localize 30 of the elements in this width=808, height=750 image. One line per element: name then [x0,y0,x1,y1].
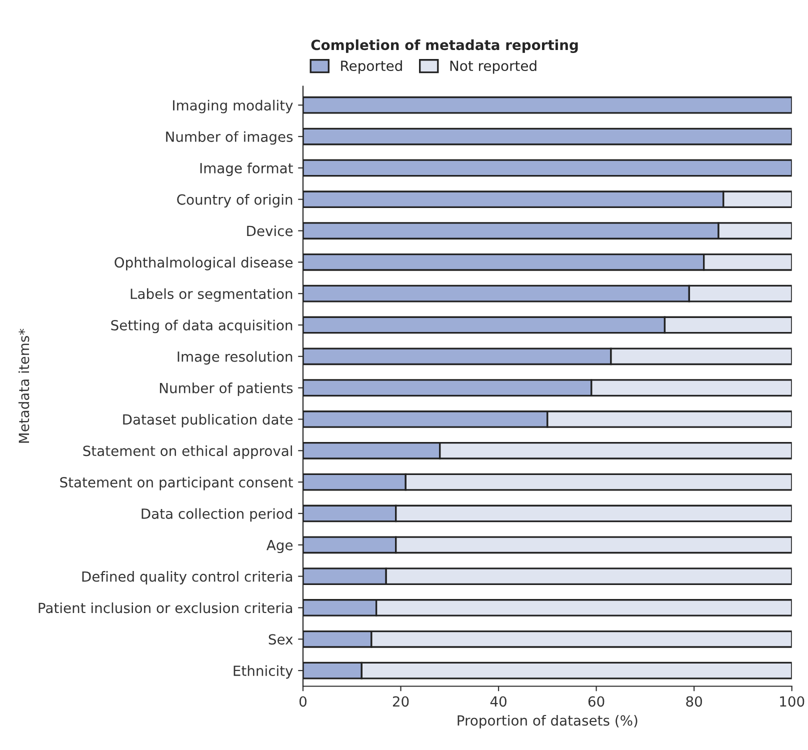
y-tick-label: Age [266,540,293,554]
y-tick-label: Country of origin [177,194,292,208]
y-tick-label: Number of patients [160,382,293,396]
y-tick-label: Image format [200,162,293,176]
y-tick-label: Statement on participant consent [60,476,293,490]
legend-title: Completion of metadata reporting [311,39,578,53]
y-tick-label: Statement on ethical approval [83,445,292,459]
x-tick-label: 20 [392,696,409,707]
x-tick-label: 100 [780,696,804,707]
y-tick-label: Defined quality control criteria [82,571,292,584]
y-tick-label: Image resolution [178,351,292,365]
y-tick-label: Imaging modality [173,100,293,114]
y-tick-label: Labels or segmentation [130,288,292,302]
y-tick-label: Ophthalmological disease [114,256,293,270]
x-tick-label: 0 [299,696,306,707]
y-axis-title: Metadata items* [18,328,30,443]
y-tick-label: Data collection period [142,508,292,522]
y-tick-label: Ethnicity [234,665,293,679]
y-tick-label: Setting of data acquisition [111,320,292,334]
y-tick-label: Number of images [166,131,293,145]
y-tick-label: Patient inclusion or exclusion criteria [38,602,292,614]
y-tick-label: Sex [268,634,293,645]
legend-label: Reported [341,60,402,74]
x-tick-label: 60 [588,696,604,707]
y-tick-label: Dataset publication date [123,414,293,428]
x-tick-label: 80 [686,696,702,707]
y-tick-label: Device [247,225,293,236]
x-axis-title: Proportion of datasets (%) [458,714,638,728]
x-tick-label: 40 [490,696,506,707]
legend-label: Not reported [450,60,536,74]
